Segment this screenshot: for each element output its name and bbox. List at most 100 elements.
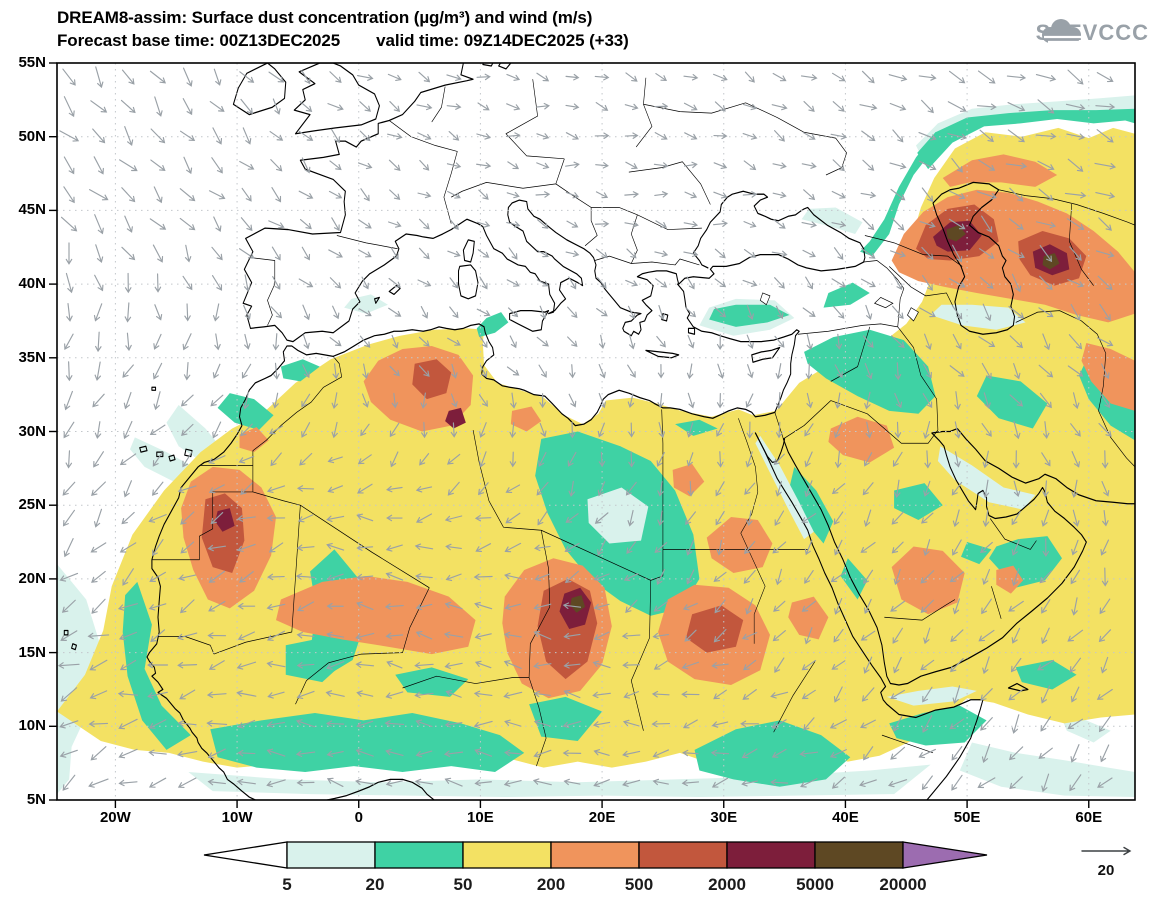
- lon-label: 30E: [710, 809, 738, 826]
- wind-arrow: [506, 103, 521, 111]
- legend-swatch: [638, 841, 728, 869]
- wind-arrow: [358, 308, 372, 317]
- wind-arrow: [239, 71, 255, 83]
- wind-arrow: [924, 450, 931, 469]
- wind-arrow: [835, 333, 843, 350]
- lat-label: 30N: [18, 422, 46, 440]
- wind-arrow: [385, 748, 404, 757]
- wind-arrow: [61, 599, 76, 613]
- wind-arrow: [859, 779, 877, 788]
- wind-arrow: [746, 334, 754, 350]
- wind-arrow: [65, 242, 73, 265]
- wind-arrow: [209, 101, 225, 112]
- wind-arrow: [59, 720, 79, 729]
- wind-arrow: [681, 661, 700, 670]
- wind-arrow: [831, 483, 846, 495]
- wind-arrow: [477, 249, 490, 258]
- wind-arrow: [326, 661, 345, 670]
- path-shape: [529, 696, 603, 742]
- wind-arrow: [596, 308, 608, 317]
- wind-arrow: [834, 598, 843, 615]
- path-shape: [395, 667, 469, 697]
- wind-arrow: [1007, 248, 1025, 259]
- wind-arrow: [568, 276, 577, 290]
- wind-arrow: [177, 661, 198, 669]
- wind-arrow: [415, 513, 433, 523]
- wind-arrow: [66, 303, 73, 322]
- wind-arrow: [1041, 599, 1051, 614]
- wind-arrow: [357, 483, 373, 494]
- path-shape: [217, 393, 274, 431]
- wind-arrow: [831, 776, 846, 789]
- wind-arrow: [272, 333, 280, 351]
- wind-arrow: [773, 453, 785, 466]
- wind-arrow: [1013, 420, 1021, 440]
- wind-arrow: [153, 391, 161, 411]
- wind-arrow: [654, 191, 669, 198]
- legend-value: 2000: [708, 875, 746, 894]
- wind-arrow: [716, 393, 724, 409]
- wind-arrow: [451, 363, 458, 379]
- wind-arrow: [536, 279, 549, 287]
- wind-arrow: [443, 631, 464, 639]
- wind-arrow: [505, 484, 521, 494]
- wind-arrow: [1038, 364, 1054, 378]
- wind-arrow: [861, 248, 876, 259]
- wind-arrow: [623, 573, 639, 582]
- wind-arrow: [296, 544, 315, 552]
- wind-arrow: [981, 743, 991, 763]
- wind-arrow: [1100, 539, 1110, 556]
- wind-arrow: [385, 780, 403, 787]
- wind-arrow: [299, 218, 312, 230]
- wind-arrow: [63, 186, 75, 204]
- wind-arrow: [148, 514, 167, 523]
- wind-arrow: [391, 334, 399, 349]
- wind-arrow: [774, 277, 785, 289]
- wind-arrow: [568, 393, 577, 408]
- wind-arrow: [296, 485, 315, 492]
- wind-arrow: [326, 750, 344, 758]
- wind-arrow: [536, 133, 550, 140]
- wind-arrow: [444, 721, 463, 728]
- wind-arrow: [714, 248, 726, 259]
- wind-arrow: [622, 779, 641, 787]
- wind-arrow: [622, 719, 640, 727]
- wind-arrow: [390, 247, 399, 260]
- wind-arrow: [562, 749, 582, 757]
- wind-arrow: [535, 191, 551, 198]
- lat-label: 20N: [18, 569, 46, 587]
- wind-arrow: [206, 720, 228, 727]
- wind-arrow: [267, 630, 285, 641]
- wind-arrow: [1041, 509, 1050, 527]
- wind-arrow: [741, 780, 758, 787]
- wind-arrow: [152, 539, 164, 557]
- wind-arrow: [717, 363, 725, 379]
- legend-swatch: [814, 841, 904, 869]
- wind-arrow: [982, 450, 989, 469]
- wind-arrow: [774, 335, 785, 348]
- wind-arrow: [445, 543, 462, 551]
- wind-arrow: [1096, 129, 1114, 143]
- wind-arrow: [474, 633, 492, 640]
- wind-arrow: [240, 423, 253, 437]
- wind-arrow: [477, 102, 490, 111]
- wind-arrow: [176, 632, 198, 641]
- wind-arrow: [238, 455, 255, 464]
- wind-arrow: [770, 779, 789, 786]
- wind-arrow: [569, 364, 576, 379]
- wind-arrow: [241, 187, 252, 202]
- wind-arrow: [182, 67, 193, 87]
- wind-arrow: [862, 335, 874, 349]
- wind-arrow: [627, 364, 636, 378]
- wind-arrow: [211, 246, 223, 261]
- wind-arrow: [95, 244, 104, 264]
- wind-arrow: [268, 71, 285, 83]
- wind-arrow: [89, 690, 108, 700]
- wind-arrow: [60, 687, 78, 702]
- wind-arrow: [891, 511, 904, 525]
- wind-arrow: [565, 103, 580, 110]
- wind-arrow: [863, 452, 873, 467]
- wind-arrow: [806, 392, 813, 409]
- wind-arrow: [627, 305, 636, 320]
- wind-arrow: [124, 126, 134, 147]
